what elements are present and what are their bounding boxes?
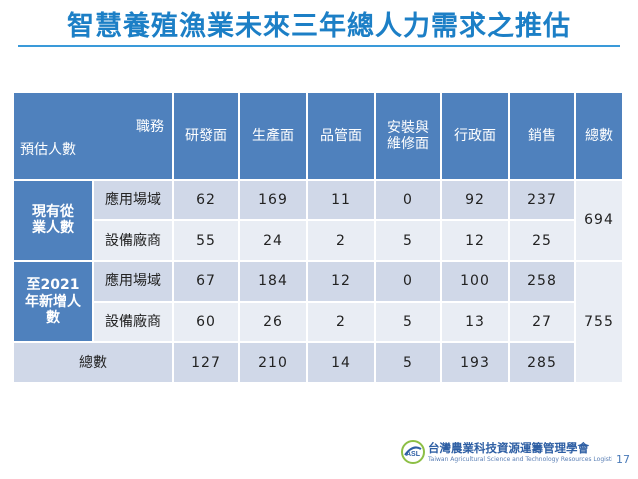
- corner-header-cell: 職務 預估人數: [14, 93, 172, 179]
- table-cell: 14: [308, 343, 374, 382]
- table-cell: 67: [174, 261, 238, 301]
- table-cell: 26: [240, 302, 306, 342]
- table-cell: 210: [240, 343, 306, 382]
- table-cell: 12: [442, 221, 508, 260]
- total-row-label: 總數: [14, 343, 172, 382]
- table-cell: 55: [174, 221, 238, 260]
- association-logo-icon: ASL: [401, 440, 425, 464]
- table-cell: 2: [308, 302, 374, 342]
- column-header: 安裝與維修面: [376, 93, 440, 179]
- table-cell: 13: [442, 302, 508, 342]
- row-label: 應用場域: [94, 261, 172, 301]
- group-label: 現有從業人數: [14, 180, 92, 260]
- table-cell: 25: [510, 221, 574, 260]
- table-cell: 60: [174, 302, 238, 342]
- group-label-text: 現有從業人數: [32, 204, 74, 237]
- table-cell: 184: [240, 261, 306, 301]
- table-cell: 100: [442, 261, 508, 301]
- manpower-table: 職務 預估人數 研發面 生產面 品管面 安裝與維修面 行政面 銷售 總數 現有從…: [12, 91, 624, 384]
- column-header: 生產面: [240, 93, 306, 179]
- table-cell: 0: [376, 180, 440, 220]
- column-header: 總數: [576, 93, 622, 179]
- group-total: 755: [576, 261, 622, 382]
- column-header: 研發面: [174, 93, 238, 179]
- table-cell: 62: [174, 180, 238, 220]
- table-cell: 285: [510, 343, 574, 382]
- group-total: 694: [576, 180, 622, 260]
- table-cell: 258: [510, 261, 574, 301]
- corner-bottom-label: 預估人數: [20, 142, 76, 159]
- table-cell: 193: [442, 343, 508, 382]
- association-name-en: Taiwan Agricultural Science and Technolo…: [428, 456, 612, 463]
- row-label: 應用場域: [94, 180, 172, 220]
- row-label: 設備廠商: [94, 302, 172, 342]
- table-cell: 2: [308, 221, 374, 260]
- column-header: 行政面: [442, 93, 508, 179]
- table-cell: 5: [376, 221, 440, 260]
- group-label: 至2021年新增人數: [14, 261, 92, 342]
- table-cell: 27: [510, 302, 574, 342]
- slide-title: 智慧養殖漁業未來三年總人力需求之推估: [67, 11, 571, 42]
- table-cell: 12: [308, 261, 374, 301]
- table-cell: 5: [376, 343, 440, 382]
- table-cell: 11: [308, 180, 374, 220]
- table-cell: 237: [510, 180, 574, 220]
- page-number: 17: [616, 453, 630, 466]
- group-label-text: 至2021年新增人數: [25, 277, 81, 326]
- association-logo: ASL 台灣農業科技資源運籌管理學會 Taiwan Agricultural S…: [400, 438, 612, 468]
- table-cell: 169: [240, 180, 306, 220]
- table-cell: 5: [376, 302, 440, 342]
- table-cell: 127: [174, 343, 238, 382]
- column-header: 銷售: [510, 93, 574, 179]
- row-label: 設備廠商: [94, 221, 172, 260]
- table-cell: 24: [240, 221, 306, 260]
- logo-letters: ASL: [406, 451, 421, 458]
- column-header-text: 安裝與維修面: [387, 119, 429, 152]
- table-cell: 0: [376, 261, 440, 301]
- association-name-cn: 台灣農業科技資源運籌管理學會: [428, 441, 589, 455]
- table-cell: 92: [442, 180, 508, 220]
- title-rule: [18, 45, 620, 47]
- column-header: 品管面: [308, 93, 374, 179]
- corner-top-label: 職務: [136, 119, 164, 135]
